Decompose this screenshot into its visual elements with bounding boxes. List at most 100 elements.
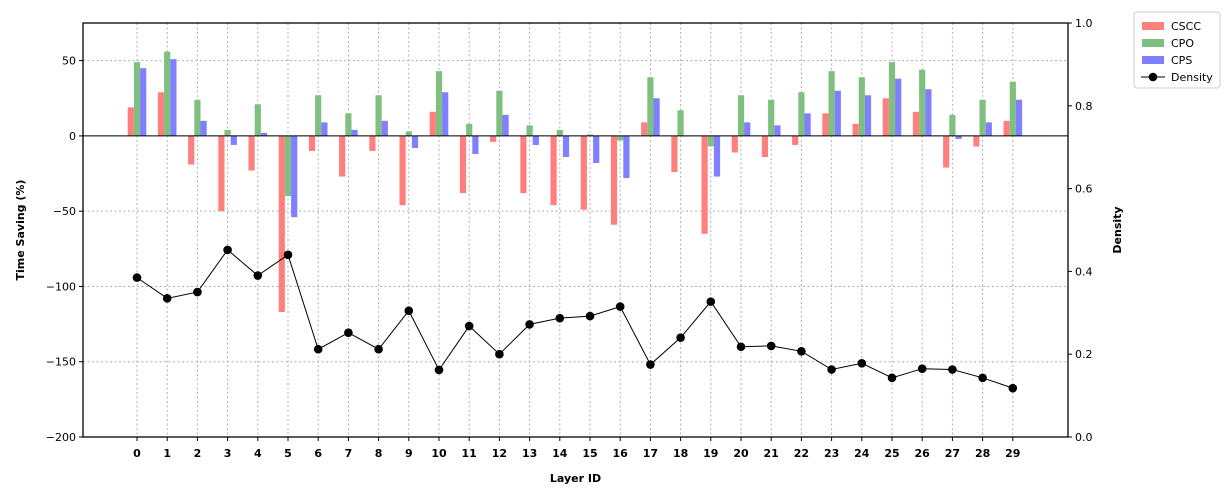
- bar-cps: [502, 114, 509, 136]
- x-tick-label: 12: [492, 447, 507, 460]
- x-tick-label: 15: [582, 447, 597, 460]
- bar-cps: [623, 135, 630, 179]
- bar-cpo: [737, 95, 745, 136]
- right-y-tick-label: 0.6: [1075, 183, 1093, 196]
- bar-cscc: [610, 135, 618, 225]
- bar-cps: [321, 122, 328, 136]
- bar-cscc: [308, 135, 316, 151]
- bar-cpo: [164, 51, 171, 136]
- right-y-tick-label: 1.0: [1075, 17, 1093, 30]
- density-point: [162, 294, 172, 303]
- right-y-tick-label: 0.4: [1075, 265, 1093, 278]
- bar-cscc: [641, 122, 648, 136]
- bar-cps: [472, 135, 479, 154]
- y-tick-label: −150: [46, 356, 76, 369]
- density-point: [736, 342, 746, 352]
- right-y-tick-label: 0.8: [1075, 100, 1093, 113]
- bar-cps: [170, 59, 177, 136]
- bar-cpo: [828, 71, 835, 136]
- bar-cscc: [157, 92, 165, 136]
- density-point: [978, 373, 987, 383]
- bar-cscc: [459, 135, 467, 194]
- x-tick-label: 1: [163, 447, 171, 460]
- bar-cpo: [526, 125, 533, 136]
- bar-cps: [562, 135, 570, 157]
- bar-cpo: [194, 99, 201, 136]
- bar-cscc: [792, 135, 799, 145]
- bar-cpo: [647, 77, 654, 136]
- x-tick-label: 14: [552, 447, 568, 460]
- bar-cscc: [550, 135, 557, 206]
- bar-cpo: [556, 129, 563, 136]
- x-tick-label: 20: [733, 447, 749, 460]
- bar-cscc: [761, 135, 769, 157]
- x-tick-label: 8: [375, 447, 383, 460]
- y-tick-label: −50: [53, 205, 76, 218]
- legend-swatch: [1142, 39, 1164, 47]
- x-tick-label: 29: [1005, 447, 1020, 460]
- bar-cpo: [375, 95, 382, 136]
- bar-cpo: [707, 135, 714, 147]
- density-series-line: [136, 249, 1013, 389]
- density-point: [646, 360, 655, 369]
- density-point: [525, 320, 534, 329]
- bar-cps: [260, 132, 268, 136]
- legend: CSCC CPO CPS Density: [1133, 11, 1221, 89]
- legend-swatch: [1142, 56, 1164, 64]
- density-point: [766, 341, 776, 351]
- bar-cscc: [339, 135, 346, 177]
- legend-label: CSCC: [1171, 20, 1201, 33]
- bar-cscc: [369, 135, 376, 151]
- bar-cscc: [912, 111, 920, 136]
- bar-cpo: [949, 114, 956, 136]
- bar-cscc: [278, 135, 285, 313]
- x-tick-label: 7: [345, 447, 353, 460]
- density-point: [374, 344, 383, 354]
- bar-cps: [442, 92, 449, 136]
- x-axis-label: Layer ID: [550, 472, 601, 485]
- x-tick-label: 17: [643, 447, 658, 460]
- density-point: [948, 365, 957, 374]
- bar-cps: [985, 122, 992, 136]
- bar-cpo: [133, 62, 141, 136]
- bar-cpo: [1009, 81, 1016, 136]
- legend-label: CPO: [1171, 37, 1194, 50]
- bar-cpo: [919, 69, 926, 136]
- legend-label: Density: [1171, 71, 1213, 84]
- bar-cps: [532, 135, 539, 145]
- bar-cpo: [617, 135, 624, 141]
- x-tick-label: 3: [224, 447, 232, 460]
- bar-cscc: [671, 135, 678, 173]
- bar-cscc: [701, 135, 708, 234]
- bar-cscc: [943, 135, 950, 168]
- bar-cps: [593, 135, 600, 164]
- x-tick-label: 9: [405, 447, 413, 460]
- bar-cpo: [254, 104, 261, 136]
- x-tick-label: 27: [945, 447, 960, 460]
- bar-cps: [955, 135, 962, 139]
- bar-cpo: [345, 113, 352, 136]
- left-axis: −200 −150 −100 −50 0 50: [46, 55, 83, 444]
- bar-cps: [895, 78, 902, 136]
- density-line: [132, 245, 1018, 393]
- y-tick-label: 50: [62, 55, 76, 68]
- legend-marker: [1148, 72, 1158, 82]
- bar-cpo: [315, 95, 322, 136]
- legend-box: [1133, 11, 1221, 89]
- density-point: [555, 313, 565, 323]
- bar-cps: [925, 89, 932, 136]
- bar-cpo: [435, 71, 443, 136]
- bar-cps: [804, 113, 811, 136]
- density-point: [464, 321, 474, 331]
- y-tick-label: −200: [46, 431, 76, 444]
- bar-cpo: [224, 129, 231, 136]
- density-point: [283, 250, 293, 260]
- bar-cscc: [973, 135, 980, 147]
- density-point: [887, 373, 897, 383]
- bar-cscc: [1003, 120, 1010, 136]
- bar-cpo: [888, 62, 896, 136]
- bar-cps: [744, 122, 751, 136]
- bar-cps: [230, 135, 237, 145]
- density-point: [676, 333, 685, 342]
